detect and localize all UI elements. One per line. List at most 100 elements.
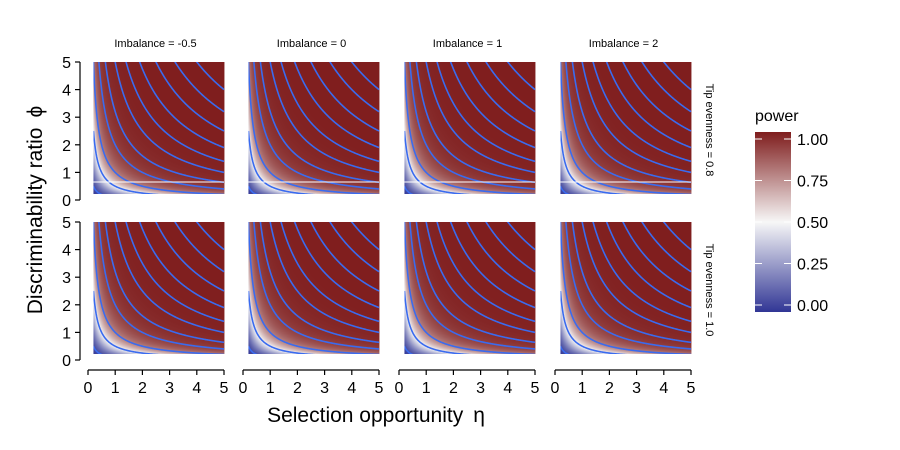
strip-imbalance-1: Imbalance = 1 bbox=[433, 38, 502, 50]
contour-line bbox=[248, 62, 380, 194]
contour-line bbox=[98, 222, 225, 350]
x-tick-label: 0 bbox=[551, 380, 560, 397]
power-heatmap bbox=[93, 222, 225, 354]
power-heatmap bbox=[248, 222, 380, 354]
x-tick-label: 2 bbox=[138, 380, 147, 397]
y-axis-row-0: 0 1 2 3 4 5 bbox=[62, 55, 81, 210]
x-tick-label: 2 bbox=[605, 380, 614, 397]
x-tick-label: 4 bbox=[503, 380, 512, 397]
x-tick-label: 5 bbox=[220, 380, 229, 397]
panel-r1-c0 bbox=[93, 222, 225, 354]
contour-lines bbox=[248, 222, 380, 354]
contour-lines bbox=[560, 222, 692, 354]
panel-r0-c2 bbox=[404, 62, 536, 194]
contour-line bbox=[605, 222, 692, 309]
contour-lines bbox=[404, 62, 536, 194]
x-axis-symbol: η bbox=[473, 404, 485, 427]
contour-line bbox=[466, 62, 536, 132]
contour-line bbox=[436, 222, 536, 323]
legend-title: power bbox=[755, 108, 799, 125]
contour-line bbox=[174, 222, 225, 273]
contour-line bbox=[560, 222, 692, 354]
contour-line bbox=[138, 62, 225, 149]
x-tick-label: 3 bbox=[632, 380, 641, 397]
contour-line bbox=[409, 62, 536, 190]
y-tick-label: 0 bbox=[62, 353, 71, 370]
contour-line bbox=[641, 222, 692, 273]
contour-line bbox=[93, 222, 225, 354]
y-tick-label: 5 bbox=[62, 55, 71, 72]
x-tick-label: 3 bbox=[165, 380, 174, 397]
contour-line bbox=[310, 62, 380, 132]
contour-line bbox=[485, 62, 536, 113]
panel-r1-c3 bbox=[560, 222, 692, 354]
legend-tick-label: 0.50 bbox=[797, 215, 828, 232]
contour-line bbox=[560, 62, 692, 194]
contour-lines bbox=[93, 222, 225, 354]
contour-line bbox=[125, 62, 225, 163]
legend-tick-label: 0.00 bbox=[797, 298, 828, 315]
row-strips: Tip evenness = 0.8 Tip evenness = 1.0 bbox=[703, 84, 715, 337]
x-tick-label: 3 bbox=[476, 380, 485, 397]
legend: power 1.00 0.75 0.50 0.25 0.00 bbox=[755, 108, 828, 315]
contour-line bbox=[592, 222, 692, 323]
power-heatmap bbox=[560, 222, 692, 354]
x-axis-col-1: 0 1 2 3 4 5 bbox=[239, 369, 384, 397]
x-tick-label: 1 bbox=[111, 380, 120, 397]
contour-line bbox=[350, 222, 380, 251]
contour-line bbox=[114, 222, 225, 334]
panel-r1-c1 bbox=[248, 222, 380, 354]
x-axis-col-3: 0 1 2 3 4 5 bbox=[551, 369, 696, 397]
contour-line bbox=[565, 222, 692, 350]
contour-line bbox=[506, 222, 536, 251]
facet-panels bbox=[93, 62, 692, 354]
contour-lines bbox=[248, 62, 380, 194]
power-heatmap bbox=[404, 62, 536, 194]
y-tick-label: 1 bbox=[62, 165, 71, 182]
contour-line bbox=[269, 222, 380, 334]
contour-line bbox=[125, 222, 225, 323]
x-tick-label: 1 bbox=[578, 380, 587, 397]
x-tick-label: 4 bbox=[659, 380, 668, 397]
contour-line bbox=[425, 222, 536, 334]
contour-line bbox=[329, 222, 380, 273]
contour-line bbox=[404, 62, 536, 194]
contour-line bbox=[415, 62, 536, 184]
contour-line bbox=[581, 62, 692, 174]
contour-line bbox=[259, 62, 380, 184]
x-tick-label: 3 bbox=[320, 380, 329, 397]
power-heatmap bbox=[248, 62, 380, 194]
strip-imbalance-neg-0.5: Imbalance = -0.5 bbox=[114, 38, 196, 50]
contour-line bbox=[622, 62, 692, 132]
contour-line bbox=[560, 290, 628, 354]
panel-r0-c1 bbox=[248, 62, 380, 194]
contour-line bbox=[248, 290, 316, 354]
svg-text:Discriminability ratioϕ: Discriminability ratio ϕ bbox=[24, 106, 47, 314]
column-strips: Imbalance = -0.5 Imbalance = 0 Imbalance… bbox=[114, 38, 658, 50]
contour-line bbox=[104, 222, 225, 344]
panel-r0-c3 bbox=[560, 62, 692, 194]
contour-line bbox=[449, 62, 536, 149]
contour-line bbox=[253, 222, 380, 350]
contour-line bbox=[269, 62, 380, 174]
y-tick-label: 0 bbox=[62, 193, 71, 210]
x-tick-label: 4 bbox=[192, 380, 201, 397]
contour-line bbox=[571, 222, 692, 344]
contour-line bbox=[350, 62, 380, 91]
contour-line bbox=[93, 62, 225, 194]
contour-line bbox=[248, 222, 380, 354]
contour-line bbox=[436, 62, 536, 163]
contour-line bbox=[155, 222, 225, 292]
y-axis-title: Discriminability ratio ϕ bbox=[24, 106, 47, 314]
y-tick-label: 4 bbox=[62, 83, 71, 100]
y-tick-label: 4 bbox=[62, 243, 71, 260]
x-axis-title: Selection opportunity η bbox=[267, 404, 485, 427]
panel-r1-c2 bbox=[404, 222, 536, 354]
x-axis-title-text: Selection opportunity bbox=[267, 404, 464, 427]
strip-tip-evenness-1.0: Tip evenness = 1.0 bbox=[703, 244, 715, 337]
y-axis-symbol: ϕ bbox=[24, 106, 47, 118]
contour-line bbox=[662, 222, 692, 251]
power-heatmap bbox=[93, 62, 225, 194]
